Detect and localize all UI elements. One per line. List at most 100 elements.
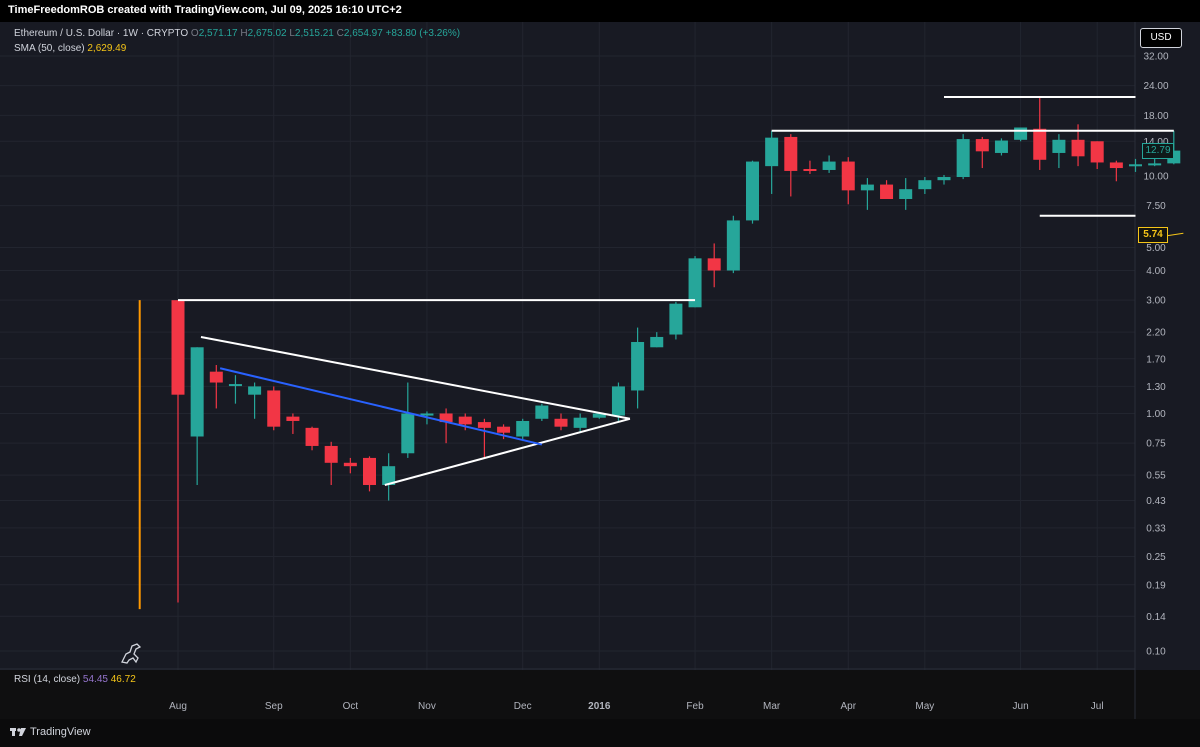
close-value: 2,654.97 (343, 28, 383, 39)
candle-body (228, 384, 242, 387)
candle (822, 155, 836, 173)
candle-body (286, 416, 300, 421)
open-value: 2,571.17 (198, 28, 238, 39)
dino-mascot-icon (121, 643, 142, 664)
candle-body (860, 184, 874, 191)
currency-button[interactable]: USD (1140, 28, 1182, 48)
y-tick-label: 14.00 (1143, 137, 1168, 148)
high-label: H (240, 28, 248, 39)
candle-body (554, 418, 568, 427)
sma-legend[interactable]: SMA (50, close) 2,629.49 (14, 43, 126, 54)
candle-body (784, 136, 798, 171)
candle (516, 418, 530, 441)
candle-body (841, 161, 855, 191)
candle-body (1033, 128, 1047, 160)
y-tick-label: 0.55 (1146, 471, 1166, 482)
x-tick-label: Aug (169, 701, 187, 712)
candle (477, 418, 491, 458)
candle-body (1129, 164, 1142, 167)
candle-body (209, 371, 223, 383)
y-tick-label: 0.10 (1146, 647, 1166, 658)
x-tick-label: Mar (763, 701, 781, 712)
y-tick-label: 7.50 (1146, 201, 1166, 212)
annotations[interactable] (138, 96, 1184, 610)
candle (324, 441, 338, 485)
candle (650, 332, 664, 348)
candle (880, 180, 894, 199)
candle (784, 134, 798, 197)
candle-body (516, 420, 530, 437)
tradingview-logo-icon (10, 728, 26, 736)
y-tick-label: 0.14 (1146, 612, 1166, 623)
candle-body (899, 189, 913, 199)
candle-body (994, 140, 1008, 153)
candle-body (343, 462, 357, 467)
candle-body (1090, 141, 1104, 163)
x-tick-label: Dec (514, 701, 532, 712)
x-tick-label: May (915, 701, 934, 712)
sma-label: SMA (50, close) (14, 43, 85, 54)
sma-value: 2,629.49 (87, 43, 127, 54)
x-tick-label: Apr (840, 701, 856, 712)
candle-body (363, 457, 376, 485)
candle (669, 301, 683, 340)
candle-body (248, 386, 262, 395)
x-axis: Aug Sep Oct Nov Dec 2016 Feb Mar Apr May Jun Jul (169, 701, 1103, 712)
candle (382, 453, 396, 501)
rsi-label: RSI (14, close) (14, 674, 81, 685)
candle (190, 347, 204, 485)
candle-body (190, 347, 204, 437)
candle-body (611, 386, 625, 416)
last-price-badge: 12.79 (1142, 143, 1174, 159)
candle (994, 138, 1008, 156)
candle (401, 382, 415, 458)
candle (975, 136, 989, 169)
credit-text: TimeFreedomROB created with TradingView.… (8, 4, 402, 16)
candle (956, 134, 970, 180)
candle-body (707, 258, 721, 271)
symbol-name[interactable]: Ethereum / U.S. Dollar · 1W · CRYPTO (14, 28, 189, 39)
candle-body (535, 405, 549, 419)
y-tick-label: 3.00 (1146, 296, 1166, 307)
trend-line[interactable] (384, 417, 631, 486)
candle (497, 424, 511, 440)
x-tick-label: Sep (265, 701, 283, 712)
credit-bar: TimeFreedomROB created with TradingView.… (0, 0, 1200, 22)
candle-body (477, 422, 491, 428)
candle (688, 256, 702, 308)
y-tick-label: 32.00 (1143, 52, 1168, 63)
candle-body (650, 336, 664, 348)
y-tick-label: 1.30 (1146, 382, 1166, 393)
y-tick-label: 0.43 (1146, 496, 1166, 507)
high-value: 2,675.02 (247, 28, 287, 39)
candle-body (573, 417, 587, 428)
candle (611, 382, 625, 421)
candle (631, 327, 645, 409)
candle (1090, 141, 1104, 169)
candle-body (439, 413, 453, 423)
blue-trend-line[interactable] (219, 367, 543, 446)
trend-line[interactable] (200, 335, 631, 420)
candle-body (688, 258, 702, 308)
candle (1052, 134, 1066, 169)
y-tick-label: 10.00 (1143, 171, 1168, 182)
candle-body (592, 413, 606, 418)
candle-body (420, 413, 434, 416)
candle (1129, 158, 1142, 172)
rsi-legend[interactable]: RSI (14, close) 54.45 46.72 (14, 674, 136, 685)
brand[interactable]: TradingView (10, 726, 91, 738)
candle (803, 160, 817, 174)
y-tick-label: 4.00 (1146, 266, 1166, 277)
open-label: O (190, 28, 199, 39)
candle-body (401, 413, 415, 454)
candle (439, 408, 453, 444)
y-tick-label: 24.00 (1143, 81, 1168, 92)
close-label: C (336, 28, 344, 39)
grid (0, 22, 1136, 719)
candle-body (726, 220, 740, 271)
candle-body (803, 168, 817, 171)
y-tick-label: 0.75 (1146, 439, 1166, 450)
candle (918, 177, 932, 194)
